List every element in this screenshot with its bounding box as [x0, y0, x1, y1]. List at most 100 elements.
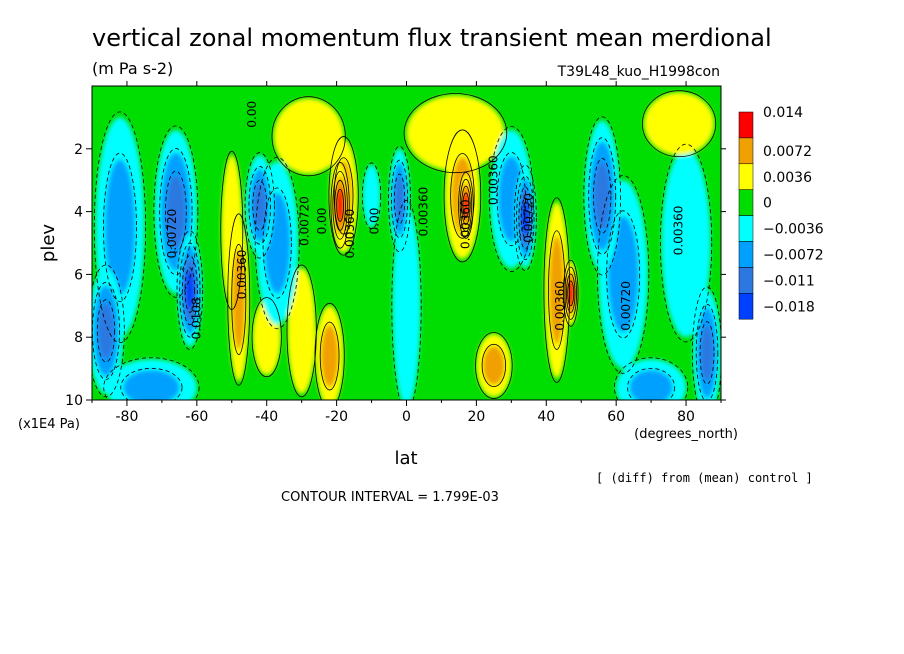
contour-line	[248, 166, 271, 245]
contour-line	[181, 255, 198, 326]
contour-line	[179, 242, 201, 338]
contour-label: 0.00360	[486, 155, 500, 205]
y-axis-units: (x1E4 Pa)	[18, 417, 80, 432]
diff-note: [ (diff) from (mean) control ]	[596, 471, 813, 485]
contour-label: 0.0108	[189, 297, 203, 339]
contour-label: 0.00	[368, 208, 382, 235]
contour-line	[566, 273, 576, 313]
legend-swatch	[738, 111, 754, 139]
contour-fill	[98, 303, 114, 359]
contour-line	[96, 299, 116, 363]
chart-title: vertical zonal momentum flux transient m…	[92, 24, 772, 52]
x-tick-label: -40	[255, 409, 278, 425]
legend-swatch	[738, 241, 754, 268]
legend-label: −0.0072	[763, 247, 824, 263]
legend-label: −0.0036	[763, 222, 824, 238]
contour-line	[103, 357, 200, 400]
contour-line	[262, 187, 292, 299]
contour-line	[606, 210, 641, 339]
x-tick-label: 80	[677, 409, 695, 425]
contour-fill	[336, 187, 345, 224]
legend-label: 0	[763, 196, 772, 212]
contour-line	[336, 188, 344, 222]
contour-line	[244, 152, 275, 259]
contour-line	[695, 303, 719, 400]
contour-line	[475, 332, 513, 399]
x-tick-label: -60	[185, 409, 208, 425]
run-label: T39L48_kuo_H1998con	[557, 64, 720, 80]
contour-line	[614, 357, 689, 400]
contour-line	[393, 173, 406, 225]
contour-line	[450, 153, 475, 239]
contour-line	[391, 199, 422, 400]
contour-label: 0.00360	[416, 187, 430, 237]
contour-label: 0.00720	[165, 209, 179, 259]
contour-fill	[321, 325, 339, 387]
contour-line	[496, 152, 526, 247]
contour-fill	[406, 95, 505, 171]
contour-line	[588, 137, 617, 255]
contour-interval: CONTOUR INTERVAL = 1.799E-03	[281, 490, 499, 505]
legend-label: 0.0072	[763, 144, 812, 160]
contour-fill	[700, 324, 714, 381]
contour-line	[462, 192, 470, 219]
contour-line	[153, 125, 199, 298]
contour-line	[103, 152, 137, 302]
y-tick-label: 10	[65, 393, 83, 409]
contour-line	[543, 197, 571, 383]
contour-line	[583, 116, 621, 276]
contour-line	[165, 170, 187, 253]
contour-line	[659, 143, 713, 343]
chart-units: (m Pa s-2)	[92, 59, 173, 78]
contour-line	[593, 158, 612, 234]
contour-label: 0.00	[315, 208, 329, 235]
contour-line	[314, 302, 345, 400]
contour-line	[251, 297, 282, 378]
contour-line	[513, 164, 537, 272]
contour-fill	[185, 270, 195, 310]
y-tick-label: 8	[74, 330, 83, 346]
contour-line	[388, 145, 411, 253]
contour-fill	[549, 235, 565, 345]
contour-line	[516, 175, 535, 261]
contour-fill	[104, 159, 136, 295]
x-tick-label: -20	[325, 409, 348, 425]
contour-line	[159, 148, 193, 276]
x-tick-label: -80	[116, 409, 139, 425]
contour-line-layer	[92, 90, 721, 400]
contour-fill	[644, 92, 715, 156]
contour-fill	[521, 200, 530, 236]
contour-line	[319, 321, 340, 391]
x-tick-label: 60	[607, 409, 625, 425]
contour-line	[176, 230, 204, 350]
legend-swatch	[738, 293, 754, 320]
x-axis-units: (degrees_north)	[634, 427, 738, 442]
color-legend: 0.014 0.0072 0.0036 0 −0.0036 −0.0072 −0.011 −0…	[738, 105, 824, 320]
contour-label: 0.00360	[343, 209, 357, 259]
contour-line	[391, 159, 409, 239]
contour-line	[481, 343, 507, 388]
contour-fill-layer	[92, 92, 721, 400]
contour-line	[330, 162, 350, 249]
contour-fill	[232, 249, 246, 350]
contour-fill	[123, 370, 180, 400]
contour-line	[564, 266, 577, 320]
legend-label: −0.018	[763, 299, 815, 315]
contour-fill	[594, 162, 610, 230]
contour-line	[120, 367, 183, 400]
y-tick-label: 6	[74, 267, 83, 283]
contour-line	[518, 186, 533, 250]
contour-fill	[566, 279, 575, 308]
x-tick-label: 20	[467, 409, 485, 425]
contour-line	[333, 157, 354, 235]
contour-line	[231, 244, 247, 356]
contour-line	[227, 213, 251, 386]
contour-line	[361, 162, 382, 230]
contour-line	[699, 321, 715, 385]
contour-line	[332, 170, 348, 240]
legend-swatch	[738, 163, 754, 190]
contour-fill	[362, 164, 381, 228]
x-axis-label: lat	[394, 448, 417, 469]
contour-fill	[392, 205, 421, 400]
